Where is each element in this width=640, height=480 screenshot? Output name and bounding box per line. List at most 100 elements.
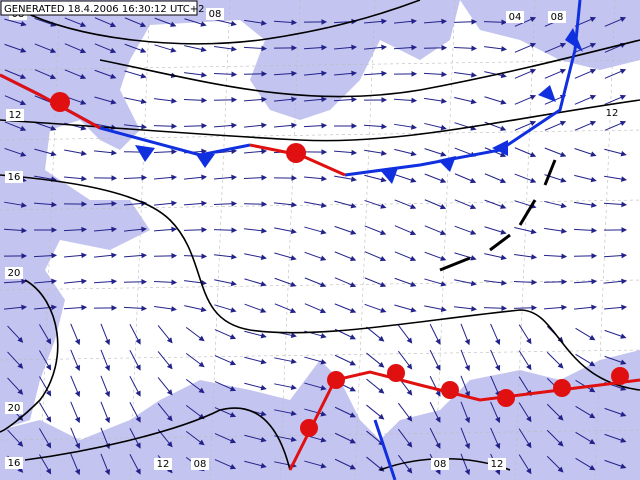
wind-arrow-head: [320, 411, 327, 417]
wind-arrow-head: [140, 47, 147, 53]
wind-arrow-head: [621, 252, 628, 259]
isobar-label-text: 12: [491, 459, 504, 470]
wind-arrow-head: [495, 338, 501, 346]
wind-arrow-head: [559, 42, 567, 49]
wind-arrow-head: [291, 201, 298, 208]
wind-arrow-head: [440, 124, 447, 131]
wind-arrow-head: [589, 120, 597, 127]
wind-arrow-head: [74, 468, 81, 476]
wind-arrow-head: [435, 416, 441, 423]
wind-arrow-head: [79, 73, 87, 80]
wind-arrow-head: [261, 201, 268, 207]
wind-arrow-head: [591, 227, 598, 234]
wind-arrow-head: [619, 16, 627, 23]
wind-arrow-head: [21, 278, 28, 285]
wind-arrow-head: [499, 177, 507, 184]
graticule-line: [279, 0, 301, 480]
wind-arrow-head: [469, 177, 477, 184]
wind-arrow-head: [290, 255, 297, 261]
wind-arrow-head: [166, 441, 173, 448]
wind-arrow-head: [261, 227, 268, 234]
wind-arrow-head: [171, 200, 178, 207]
wind-arrow-head: [440, 177, 447, 183]
isobar-label-text: 08: [194, 459, 207, 470]
wind-arrow-head: [379, 281, 387, 288]
wind-arrow-head: [260, 384, 267, 391]
wind-arrow-head: [410, 307, 417, 313]
wind-arrow-head: [135, 338, 141, 345]
wind-arrow-head: [349, 412, 356, 418]
wind-arrow-head: [260, 281, 267, 287]
wind-arrow-head: [198, 439, 205, 446]
wind-arrow-head: [621, 227, 628, 233]
wind-arrow-head: [591, 278, 598, 285]
wind-arrow-head: [171, 97, 178, 104]
graticule-line: [39, 0, 61, 480]
wind-arrow-head: [411, 18, 418, 25]
wind-arrow-head: [406, 467, 413, 474]
isobar-label-background: [191, 458, 209, 470]
wind-arrow-head: [171, 279, 178, 286]
isobar-label-text: 08: [434, 459, 447, 470]
isobar-label-text: 08: [551, 12, 564, 23]
wind-arrow-head: [381, 44, 388, 51]
wind-arrow-head: [261, 96, 268, 103]
isobar-label-text: 16: [8, 172, 21, 183]
wind-arrow-head: [531, 304, 538, 311]
isobar-label: 04: [506, 11, 524, 23]
wind-arrow-head: [349, 360, 356, 366]
wind-arrow-head: [561, 253, 568, 260]
isobar-label: 08: [206, 8, 224, 20]
wind-arrow-head: [500, 203, 507, 209]
wind-arrow-head: [470, 255, 477, 261]
isobar-label-text: 20: [8, 268, 21, 279]
wind-arrow-head: [141, 174, 148, 181]
wind-arrow-head: [500, 125, 507, 131]
graticule-line: [0, 279, 640, 291]
wind-arrow-head: [49, 73, 57, 80]
wind-arrow-head: [171, 123, 178, 130]
wind-arrow-head: [531, 254, 538, 260]
wind-arrow-head: [621, 278, 628, 285]
wind-arrow-head: [381, 70, 388, 77]
wind-arrow-head: [200, 21, 207, 27]
wind-arrow-head: [435, 468, 441, 475]
wind-arrow-head: [321, 96, 328, 103]
wind-arrow-head: [378, 387, 385, 394]
isobar-label-text: 20: [8, 403, 21, 414]
wind-arrow-head: [260, 436, 267, 443]
wind-arrow-head: [290, 332, 297, 339]
isobar-label-background: [431, 458, 449, 470]
wind-arrow-head: [406, 363, 413, 370]
graticule-line: [0, 429, 640, 441]
wind-arrow-head: [351, 44, 358, 51]
wind-arrow-head: [529, 151, 537, 158]
isobar-label-background: [206, 8, 224, 20]
wind-arrow-head: [80, 21, 87, 28]
wind-arrow-head: [260, 332, 267, 339]
wind-arrow-head: [435, 364, 441, 371]
wind-arrow-head: [289, 307, 297, 314]
wind-arrow-head: [559, 120, 567, 127]
wind-arrow-head: [440, 255, 447, 261]
wind-arrow-head: [435, 442, 441, 449]
wind-arrow-head: [80, 99, 87, 105]
wind-arrow-head: [320, 202, 327, 208]
wind-arrow-head: [170, 21, 177, 27]
wind-arrow-head: [141, 252, 148, 259]
wind-arrow-head: [291, 19, 298, 26]
wind-arrow-head: [619, 94, 627, 101]
wind-arrow-head: [495, 468, 501, 476]
wind-arrow-head: [590, 151, 597, 157]
wind-arrow-head: [51, 252, 58, 259]
wind-arrow-head: [141, 279, 148, 285]
wind-arrow-head: [410, 281, 417, 287]
wind-arrow-head: [561, 304, 568, 311]
isobar-label-background: [5, 171, 23, 183]
wind-arrow-head: [291, 96, 298, 103]
wind-arrow-head: [529, 16, 537, 23]
wind-arrow-head: [321, 70, 328, 77]
wind-arrow-head: [109, 21, 117, 28]
wind-arrow-head: [290, 436, 297, 443]
wind-arrow-head: [381, 18, 388, 25]
